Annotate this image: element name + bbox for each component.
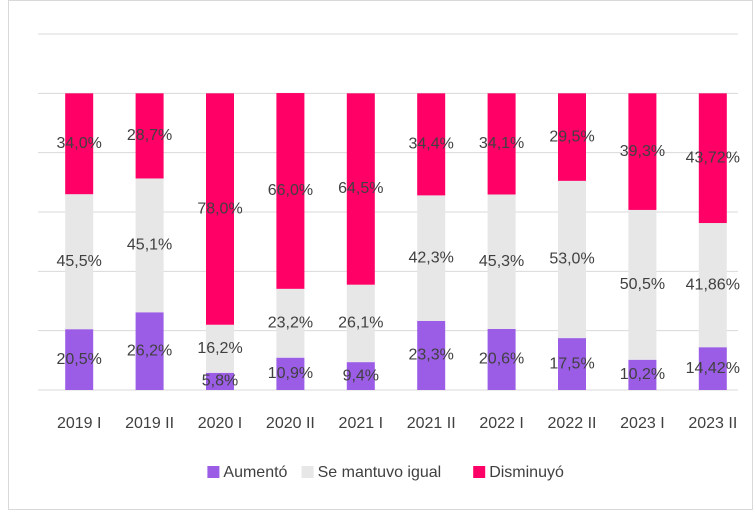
value-label: 20,6%: [479, 351, 524, 368]
bar-segment: [346, 362, 375, 390]
value-label: 43,72%: [686, 149, 740, 166]
value-label: 64,5%: [338, 180, 383, 197]
bar-segment: [558, 180, 586, 339]
value-label: 45,5%: [57, 253, 102, 270]
value-label: 5,8%: [202, 373, 238, 390]
value-label: 39,3%: [620, 143, 665, 160]
x-tick-label: 2020 I: [198, 415, 242, 432]
x-tick-label: 2022 I: [479, 415, 523, 432]
bar-segment: [698, 93, 727, 224]
x-tick-label: 2022 II: [548, 415, 597, 432]
x-tick-label: 2020 II: [266, 415, 315, 432]
bar-segment: [346, 93, 375, 285]
bar-segment: [135, 178, 164, 313]
value-label: 23,2%: [268, 314, 313, 331]
bar-segment: [276, 288, 305, 358]
bar-segment: [65, 194, 94, 330]
value-label: 50,5%: [620, 276, 665, 293]
value-label: 34,4%: [409, 136, 454, 153]
value-label: 34,1%: [479, 135, 524, 152]
bar-segment: [206, 93, 234, 325]
bar-segment: [628, 93, 657, 210]
bar-segment: [558, 93, 586, 181]
bar-segment: [65, 329, 94, 390]
value-label: 14,42%: [686, 360, 740, 377]
bar-segment: [417, 195, 446, 321]
bar-segment: [628, 209, 657, 360]
value-label: 10,9%: [268, 365, 313, 382]
value-label: 9,4%: [343, 367, 379, 384]
value-label: 66,0%: [268, 182, 313, 199]
bar-segment: [276, 93, 305, 289]
legend-label: Aumentó: [223, 464, 287, 481]
value-label: 10,2%: [620, 366, 665, 383]
bar-segment: [276, 357, 305, 390]
value-label: 78,0%: [197, 200, 242, 217]
legend-swatch: [301, 466, 314, 478]
legend-swatch: [207, 466, 220, 478]
value-label: 20,5%: [57, 351, 102, 368]
legend-label: Se mantuvo igual: [318, 464, 442, 481]
bar-segment: [135, 93, 164, 179]
bar-segment: [417, 320, 446, 390]
value-label: 45,3%: [479, 253, 524, 270]
value-label: 34,0%: [57, 135, 102, 152]
x-tick-label: 2019 II: [125, 415, 174, 432]
value-label: 17,5%: [549, 355, 594, 372]
value-label: 45,1%: [127, 237, 172, 254]
bar-segment: [346, 284, 375, 363]
bar-segment: [487, 194, 516, 329]
bar-segment: [135, 312, 164, 390]
bar-segment: [487, 93, 516, 195]
bar-segment: [698, 347, 727, 390]
bar-segment: [206, 372, 234, 390]
bar-segment: [698, 223, 727, 348]
x-tick-label: 2021 I: [339, 415, 383, 432]
x-tick-label: 2021 II: [407, 415, 456, 432]
value-label: 28,7%: [127, 127, 172, 144]
bar-segment: [206, 324, 234, 373]
bar-segment: [417, 93, 446, 196]
x-tick-label: 2023 II: [688, 415, 737, 432]
bar-segment: [65, 93, 94, 195]
legend-swatch: [473, 466, 486, 478]
value-label: 42,3%: [409, 249, 454, 266]
bar-segment: [487, 328, 516, 390]
value-label: 29,5%: [549, 128, 594, 145]
value-label: 26,2%: [127, 342, 172, 359]
value-label: 16,2%: [197, 340, 242, 357]
bar-segment: [628, 359, 657, 390]
value-label: 26,1%: [338, 315, 383, 332]
value-label: 53,0%: [549, 251, 594, 268]
legend-label: Disminuyó: [489, 464, 564, 481]
x-tick-label: 2023 I: [620, 415, 664, 432]
x-tick-label: 2019 I: [57, 415, 101, 432]
value-label: 41,86%: [686, 276, 740, 293]
value-label: 23,3%: [409, 347, 454, 364]
bar-segment: [558, 338, 586, 390]
